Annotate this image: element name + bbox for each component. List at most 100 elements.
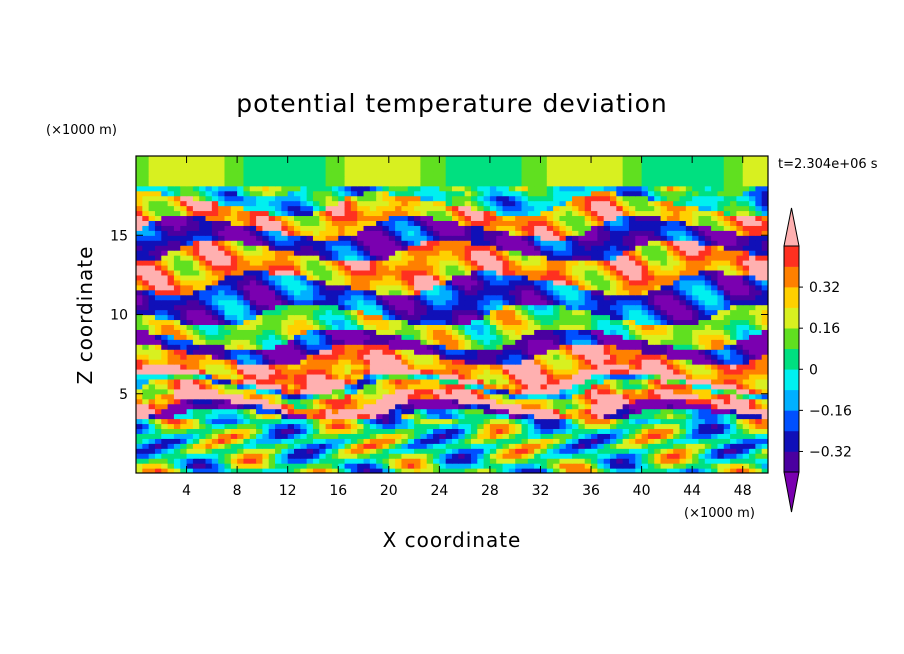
heatmap-cell	[281, 304, 289, 311]
heatmap-cell	[275, 398, 282, 405]
heatmap-cell	[439, 364, 447, 370]
heatmap-cell	[211, 443, 219, 449]
heatmap-cell	[300, 339, 308, 345]
heatmap-cell	[230, 314, 238, 321]
heatmap-cell	[433, 299, 440, 306]
heatmap-cell	[559, 408, 567, 415]
heatmap-cell	[654, 364, 662, 370]
heatmap-cell	[521, 383, 529, 390]
heatmap-cell	[749, 230, 756, 236]
heatmap-cell	[357, 398, 365, 405]
heatmap-cell	[698, 373, 706, 380]
heatmap-cell	[224, 468, 232, 473]
heatmap-cell	[654, 373, 662, 380]
heatmap-cell	[154, 245, 162, 251]
heatmap-cell	[464, 294, 472, 301]
heatmap-cell	[755, 334, 763, 340]
heatmap-cell	[199, 299, 207, 306]
heatmap-cell	[508, 368, 516, 375]
heatmap-cell	[281, 274, 289, 281]
heatmap-cell	[439, 279, 447, 286]
heatmap-cell	[591, 378, 598, 385]
heatmap-cell	[578, 235, 586, 241]
heatmap-cell	[622, 235, 630, 241]
heatmap-cell	[136, 260, 143, 266]
heatmap-cell	[312, 299, 320, 306]
heatmap-cell	[192, 388, 200, 395]
heatmap-cell	[331, 354, 339, 360]
heatmap-cell	[452, 398, 459, 405]
heatmap-cell	[679, 344, 687, 350]
heatmap-cell	[521, 294, 529, 301]
heatmap-cell	[578, 453, 586, 459]
heatmap-cell	[673, 284, 681, 291]
heatmap-cell	[641, 453, 649, 459]
heatmap-cell	[382, 250, 390, 256]
heatmap-cell	[281, 329, 289, 335]
heatmap-cell	[230, 408, 238, 415]
heatmap-cell	[294, 468, 301, 473]
heatmap-cell	[565, 314, 573, 321]
heatmap-cell	[325, 329, 333, 335]
heatmap-cell	[395, 354, 403, 360]
heatmap-cell	[262, 260, 270, 266]
heatmap-cell	[249, 378, 257, 385]
heatmap-cell	[610, 324, 617, 330]
heatmap-cell	[553, 235, 561, 241]
heatmap-cell	[610, 284, 617, 291]
heatmap-cell	[312, 260, 320, 266]
heatmap-cell	[136, 339, 143, 345]
heatmap-cell	[578, 284, 586, 291]
heatmap-cell	[180, 468, 188, 473]
heatmap-cell	[584, 255, 592, 261]
heatmap-cell	[136, 383, 143, 390]
heatmap-cell	[180, 423, 188, 430]
heatmap-cell	[363, 230, 371, 236]
heatmap-cell	[275, 408, 282, 415]
heatmap-cell	[508, 398, 516, 405]
heatmap-cell	[761, 260, 768, 266]
heatmap-cell	[249, 269, 257, 276]
heatmap-cell	[167, 438, 175, 444]
heatmap-cell	[464, 339, 472, 345]
heatmap-cell	[673, 289, 681, 296]
heatmap-cell	[591, 284, 598, 291]
heatmap-cell	[420, 299, 428, 306]
heatmap-cell	[521, 235, 529, 241]
heatmap-cell	[262, 319, 270, 325]
heatmap-cell	[262, 274, 270, 281]
heatmap-cell	[300, 314, 308, 321]
heatmap-cell	[673, 354, 681, 360]
heatmap-cell	[136, 264, 143, 271]
heatmap-cell	[711, 225, 719, 231]
heatmap-cell	[420, 388, 428, 395]
heatmap-cell	[199, 319, 207, 325]
heatmap-cell	[515, 314, 523, 321]
heatmap-cell	[426, 324, 434, 330]
heatmap-cell	[502, 319, 510, 325]
heatmap-cell	[591, 403, 598, 410]
heatmap-cell	[275, 309, 282, 316]
heatmap-cell	[167, 359, 175, 365]
heatmap-cell	[382, 373, 390, 380]
heatmap-cell	[445, 373, 453, 380]
heatmap-cell	[692, 245, 700, 251]
heatmap-cell	[704, 264, 712, 271]
heatmap-cell	[325, 453, 333, 459]
heatmap-cell	[597, 368, 605, 375]
heatmap-cell	[357, 453, 365, 459]
heatmap-cell	[369, 349, 377, 355]
heatmap-cell	[414, 299, 421, 306]
heatmap-cell	[306, 245, 314, 251]
heatmap-cell	[578, 408, 586, 415]
heatmap-cell	[717, 354, 725, 360]
heatmap-cell	[205, 368, 213, 375]
heatmap-cell	[230, 235, 238, 241]
heatmap-cell	[401, 274, 409, 281]
heatmap-cell	[470, 383, 478, 390]
heatmap-cell	[698, 284, 706, 291]
heatmap-cell	[698, 314, 706, 321]
heatmap-cell	[357, 279, 365, 286]
heatmap-cell	[749, 240, 756, 246]
heatmap-cell	[723, 299, 731, 306]
